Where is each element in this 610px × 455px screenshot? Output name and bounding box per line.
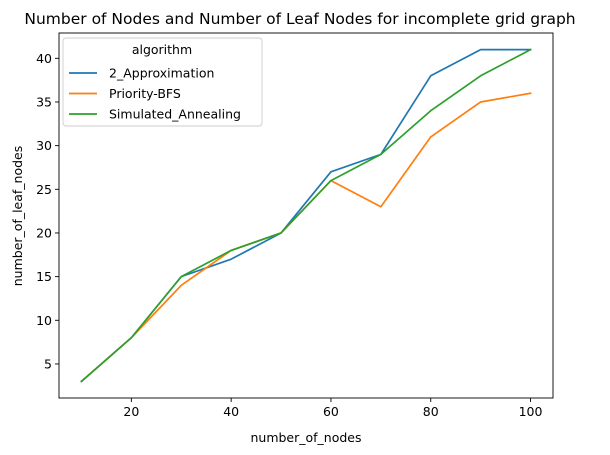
legend: algorithm 2_Approximation Priority-BFS Sim… (62, 37, 263, 127)
y-tick-label: 30 (36, 138, 52, 153)
y-tick-label: 5 (44, 356, 52, 371)
legend-entries: 2_Approximation Priority-BFS Simulated_Ann… (69, 66, 241, 122)
legend-label-1: Priority-BFS (109, 86, 181, 101)
x-axis-label: number_of_nodes (250, 430, 361, 445)
y-tick-label: 25 (36, 182, 52, 197)
y-axis-label: number_of_leaf_nodes (10, 146, 25, 287)
legend-label-0: 2_Approximation (109, 66, 214, 81)
plot-area (58, 32, 554, 399)
x-axis-ticks: 20 40 60 80 100 (123, 398, 543, 419)
legend-title: algorithm (132, 42, 192, 57)
series-line-2 (80, 48, 532, 383)
x-tick-label: 100 (519, 404, 543, 419)
y-tick-label: 35 (36, 94, 52, 109)
y-tick-label: 10 (36, 313, 52, 328)
series-lines (80, 48, 532, 383)
x-tick-label: 60 (323, 404, 339, 419)
y-tick-label: 15 (36, 269, 52, 284)
y-axis-ticks: 5 10 15 20 25 30 35 40 (36, 51, 59, 371)
series-line-1 (80, 92, 532, 383)
x-tick-label: 40 (223, 404, 239, 419)
x-tick-label: 80 (423, 404, 439, 419)
legend-label-2: Simulated_Annealing (109, 107, 241, 122)
y-tick-label: 20 (36, 225, 52, 240)
x-tick-label: 20 (123, 404, 139, 419)
legend-box (62, 37, 263, 127)
y-tick-label: 40 (36, 51, 52, 66)
chart-title: Number of Nodes and Number of Leaf Nodes… (24, 10, 575, 28)
